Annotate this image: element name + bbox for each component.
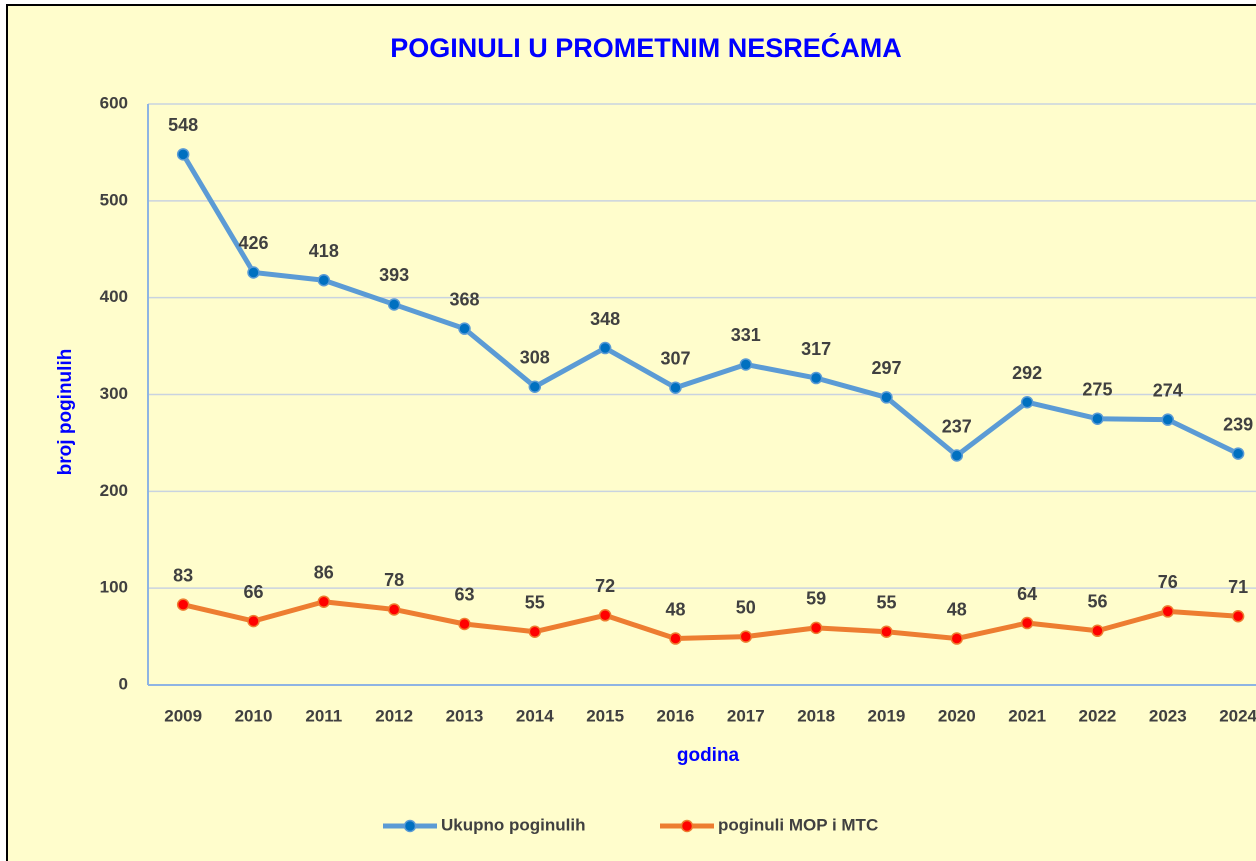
- point: [387, 603, 401, 616]
- data-label: 348: [590, 309, 620, 329]
- point: [1020, 616, 1034, 630]
- data-label: 50: [736, 597, 756, 617]
- data-label: 274: [1153, 380, 1183, 400]
- legend-label: Ukupno poginulih: [441, 815, 585, 834]
- point: [247, 614, 260, 628]
- y-tick-label: 500: [100, 190, 128, 209]
- data-label: 55: [876, 592, 896, 612]
- x-tick-label: 2016: [657, 706, 695, 725]
- point: [528, 380, 542, 394]
- point: [809, 621, 823, 635]
- x-tick-label: 2022: [1079, 706, 1117, 725]
- series-line: [181, 153, 1240, 459]
- x-tick-label: 2013: [446, 706, 484, 725]
- data-label: 275: [1082, 379, 1112, 399]
- point: [458, 617, 471, 631]
- point: [317, 595, 331, 608]
- point: [247, 266, 260, 279]
- x-tick-label: 2023: [1149, 706, 1187, 725]
- point: [528, 625, 542, 638]
- data-label: 59: [806, 589, 826, 609]
- point: [458, 322, 471, 335]
- point: [669, 381, 682, 394]
- data-label: 317: [801, 339, 831, 359]
- point: [669, 632, 682, 645]
- legend-marker: [680, 819, 694, 833]
- x-tick-label: 2010: [235, 706, 273, 725]
- data-label: 418: [309, 241, 339, 261]
- data-label: 63: [454, 585, 474, 605]
- point: [880, 391, 893, 404]
- y-tick-label: 300: [100, 384, 128, 403]
- legend-marker: [403, 819, 417, 833]
- series-line: [182, 599, 1239, 642]
- point: [1091, 412, 1104, 425]
- point: [1231, 609, 1245, 623]
- x-tick-label: 2009: [164, 706, 202, 725]
- data-label: 308: [520, 348, 550, 368]
- x-tick-label: 2012: [375, 706, 413, 725]
- point: [176, 148, 190, 161]
- x-tick-label: 2020: [938, 706, 976, 725]
- point: [950, 632, 964, 645]
- legend-label: poginuli MOP i MTC: [718, 815, 878, 834]
- data-label: 71: [1228, 577, 1248, 597]
- data-label: 56: [1087, 592, 1107, 612]
- y-tick-label: 100: [100, 578, 128, 597]
- data-label: 393: [379, 265, 409, 285]
- x-tick-label: 2024: [1219, 706, 1256, 725]
- data-label: 331: [731, 325, 761, 345]
- point: [1020, 395, 1034, 409]
- x-tick-label: 2011: [305, 706, 342, 725]
- chart-title: POGINULI U PROMETNIM NESREĆAMA: [390, 32, 902, 63]
- point: [739, 630, 753, 643]
- chart-area: [6, 4, 1256, 861]
- point: [1161, 413, 1175, 426]
- point: [1161, 605, 1175, 618]
- data-label: 55: [525, 592, 545, 612]
- point: [387, 298, 401, 311]
- data-label: 72: [595, 576, 615, 596]
- x-tick-label: 2018: [797, 706, 835, 725]
- data-label: 83: [173, 565, 193, 585]
- point: [880, 625, 893, 638]
- x-tick-label: 2021: [1008, 706, 1046, 725]
- data-label: 86: [314, 562, 334, 582]
- data-label: 292: [1012, 363, 1042, 383]
- y-tick-label: 0: [119, 674, 128, 693]
- point: [809, 371, 823, 385]
- y-tick-label: 400: [100, 287, 128, 306]
- point: [739, 358, 753, 371]
- data-label: 307: [660, 348, 690, 368]
- y-axis-label: broj poginulih: [55, 349, 76, 476]
- x-tick-label: 2017: [727, 706, 765, 725]
- data-label: 48: [947, 599, 967, 619]
- data-label: 66: [243, 582, 263, 602]
- point: [1091, 624, 1104, 638]
- y-tick-label: 200: [100, 481, 128, 500]
- data-label: 426: [238, 233, 268, 253]
- point: [1231, 447, 1245, 460]
- x-tick-label: 2014: [516, 706, 554, 725]
- data-label: 237: [942, 416, 972, 436]
- data-label: 368: [449, 289, 479, 309]
- point: [598, 341, 612, 355]
- data-label: 78: [384, 570, 404, 590]
- data-label: 64: [1017, 584, 1037, 604]
- data-label: 297: [871, 358, 901, 378]
- data-label: 48: [665, 599, 685, 619]
- data-label: 239: [1223, 414, 1253, 434]
- point: [317, 273, 331, 287]
- x-axis-label: godina: [677, 745, 740, 766]
- point: [176, 598, 190, 611]
- data-label: 76: [1158, 572, 1178, 592]
- y-tick-label: 600: [100, 93, 128, 112]
- x-tick-label: 2015: [586, 706, 624, 725]
- point: [950, 449, 964, 462]
- point: [598, 609, 612, 622]
- data-label: 548: [168, 115, 198, 135]
- x-tick-label: 2019: [868, 706, 906, 725]
